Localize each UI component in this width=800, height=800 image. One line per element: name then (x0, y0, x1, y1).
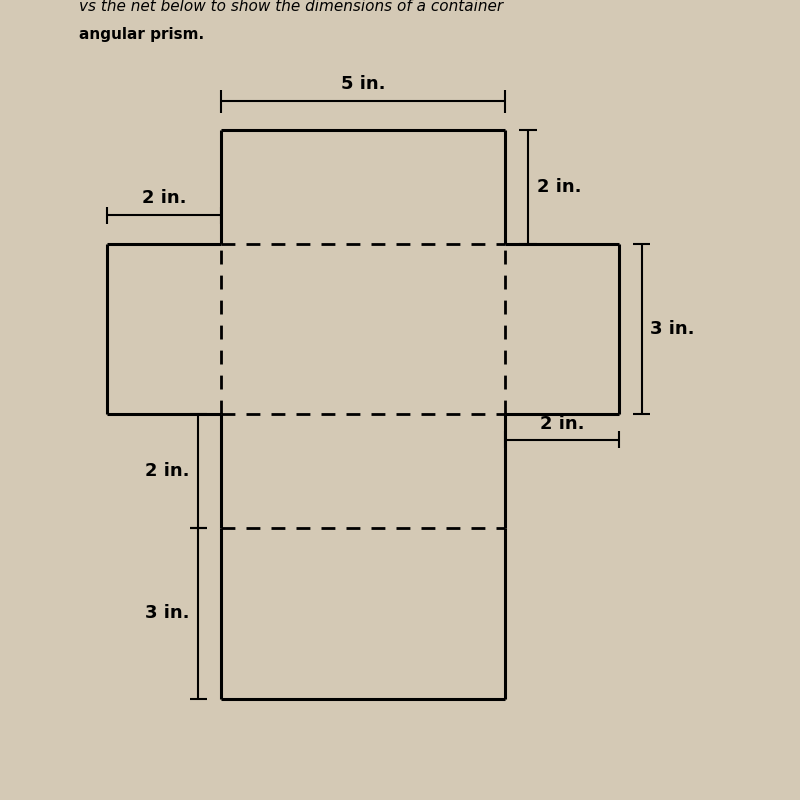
Text: 3 in.: 3 in. (145, 604, 190, 622)
Text: 2 in.: 2 in. (142, 189, 186, 206)
Text: 2 in.: 2 in. (537, 178, 581, 196)
Text: vs the net below to show the dimensions of a container: vs the net below to show the dimensions … (78, 0, 502, 14)
Text: angular prism.: angular prism. (78, 27, 204, 42)
Text: 2 in.: 2 in. (145, 462, 190, 480)
Text: 2 in.: 2 in. (540, 415, 584, 433)
Text: 5 in.: 5 in. (341, 74, 386, 93)
Text: 3 in.: 3 in. (650, 320, 695, 338)
